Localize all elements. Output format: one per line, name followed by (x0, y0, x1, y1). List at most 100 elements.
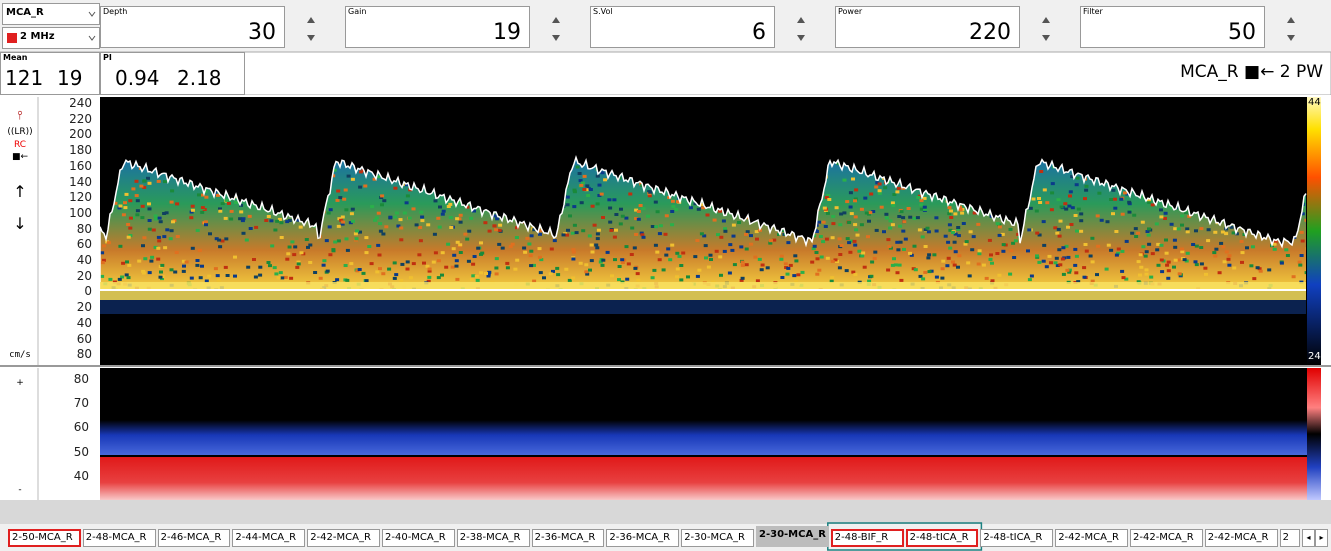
spectrum-y-label: 220 (58, 112, 92, 126)
spectrum-speckle (835, 206, 839, 209)
spectrum-speckle (142, 236, 146, 239)
spectrum-speckle (845, 200, 849, 203)
spectrum-speckle (1043, 188, 1047, 191)
spectrum-speckle (102, 244, 106, 247)
tab[interactable]: 2-46-MCA_R (158, 529, 231, 547)
spectrum-speckle (169, 237, 173, 240)
tab[interactable]: 2-42-MCA_R (1055, 529, 1128, 547)
spectrum-speckle (529, 254, 533, 257)
tab[interactable]: 2-42-MCA_R (307, 529, 380, 547)
decrease-button[interactable] (305, 34, 317, 42)
spectrum-speckle (432, 261, 436, 264)
spectrum-speckle (1054, 261, 1058, 264)
mmode-y-label: 70 (55, 396, 89, 410)
increase-button[interactable] (550, 16, 562, 24)
probe-dropdown[interactable]: 2 MHz (2, 27, 100, 49)
increase-button[interactable] (305, 16, 317, 24)
spectrum-speckle (1199, 227, 1203, 230)
spectrum-speckle (207, 275, 211, 278)
spectrum-speckle (664, 233, 668, 236)
spectrum-speckle (538, 247, 542, 250)
tab[interactable]: 2-44-MCA_R (232, 529, 305, 547)
decrease-button[interactable] (550, 34, 562, 42)
tab[interactable]: 2-42-MCA_R (1205, 529, 1278, 547)
spectrum-speckle (233, 256, 237, 259)
spectrum-speckle (614, 229, 618, 232)
tab[interactable]: 2-40-MCA_R (382, 529, 455, 547)
tab[interactable]: 2 (1280, 529, 1300, 547)
spectrum-speckle (815, 273, 819, 276)
tab-scroll-right[interactable]: ▸ (1315, 529, 1328, 547)
decrease-button[interactable] (795, 34, 807, 42)
spectrum-speckle (610, 274, 614, 277)
decrease-button[interactable] (1040, 34, 1052, 42)
spectrum-speckle (452, 247, 456, 250)
spectrum-speckle (433, 233, 437, 236)
spectrum-speckle (267, 261, 271, 264)
tab[interactable]: 2-30-MCA_R (681, 529, 754, 547)
spectrum-speckle (1058, 263, 1062, 266)
rc-label: RC (0, 140, 40, 150)
spectrum-y-label: 60 (58, 332, 92, 346)
increase-button[interactable] (1040, 16, 1052, 24)
spectrum-speckle (700, 232, 704, 235)
spectrum-speckle (1149, 276, 1153, 279)
arrow-icon (797, 35, 805, 41)
spectrum-speckle (566, 203, 570, 206)
up-button[interactable]: ↑ (0, 182, 40, 201)
spectrum-speckle (246, 266, 250, 269)
increase-button[interactable] (1285, 16, 1297, 24)
vessel-dropdown[interactable]: MCA_R (2, 3, 100, 25)
tab[interactable]: 2-38-MCA_R (457, 529, 530, 547)
spectrum-speckle (148, 207, 152, 210)
spectrum-speckle (393, 261, 397, 264)
spectrum-speckle (175, 202, 179, 205)
tab[interactable]: 2-48-MCA_R (83, 529, 156, 547)
spectrum-speckle (956, 226, 960, 229)
spectrum-speckle (394, 273, 398, 276)
tab[interactable]: 2-50-MCA_R (8, 529, 81, 547)
spectrum-speckle (916, 196, 920, 199)
minus-button[interactable]: - (0, 485, 40, 495)
spectrum-speckle (1194, 260, 1198, 263)
spectrum-speckle (744, 233, 748, 236)
spectrum-speckle (947, 257, 951, 260)
increase-button[interactable] (795, 16, 807, 24)
tab[interactable]: 2-36-MCA_R (532, 529, 605, 547)
spectrum-speckle (1084, 243, 1088, 246)
spectrum-speckle (529, 264, 533, 267)
spectrum-speckle (1206, 239, 1210, 242)
spectrum-speckle (1060, 206, 1064, 209)
spectrum-speckle (1120, 250, 1124, 253)
spectrum-speckle (284, 276, 288, 279)
tab[interactable]: 2-48-tICA_R (980, 529, 1053, 547)
spectrum-speckle (399, 238, 403, 241)
decrease-button[interactable] (1285, 34, 1297, 42)
spectrum-speckle (1079, 230, 1083, 233)
tab[interactable]: 2-42-MCA_R (1130, 529, 1203, 547)
spectrum-y-label: 80 (58, 222, 92, 236)
tab[interactable]: 2-48-BIF_R (831, 529, 904, 547)
down-button[interactable]: ↓ (0, 214, 40, 233)
spectrum-speckle (157, 180, 161, 183)
readout-value: 121 (5, 66, 43, 90)
spectrum-speckle (896, 248, 900, 251)
tab[interactable]: 2-48-tICA_R (906, 529, 979, 547)
spectrum-speckle (851, 178, 855, 181)
tab-scroll-left[interactable]: ◂ (1302, 529, 1315, 547)
scroll-strip (0, 500, 1331, 524)
plus-button[interactable]: + (0, 378, 40, 388)
spectrum-speckle (473, 255, 477, 258)
spectrum-speckle (254, 276, 258, 279)
tab[interactable]: 2-36-MCA_R (606, 529, 679, 547)
tab[interactable]: 2-30-MCA_R (756, 526, 829, 547)
spectrum-speckle (693, 255, 697, 258)
spectrum-speckle (786, 267, 790, 270)
arrow-icon (552, 35, 560, 41)
spectrum-speckle (218, 210, 222, 213)
